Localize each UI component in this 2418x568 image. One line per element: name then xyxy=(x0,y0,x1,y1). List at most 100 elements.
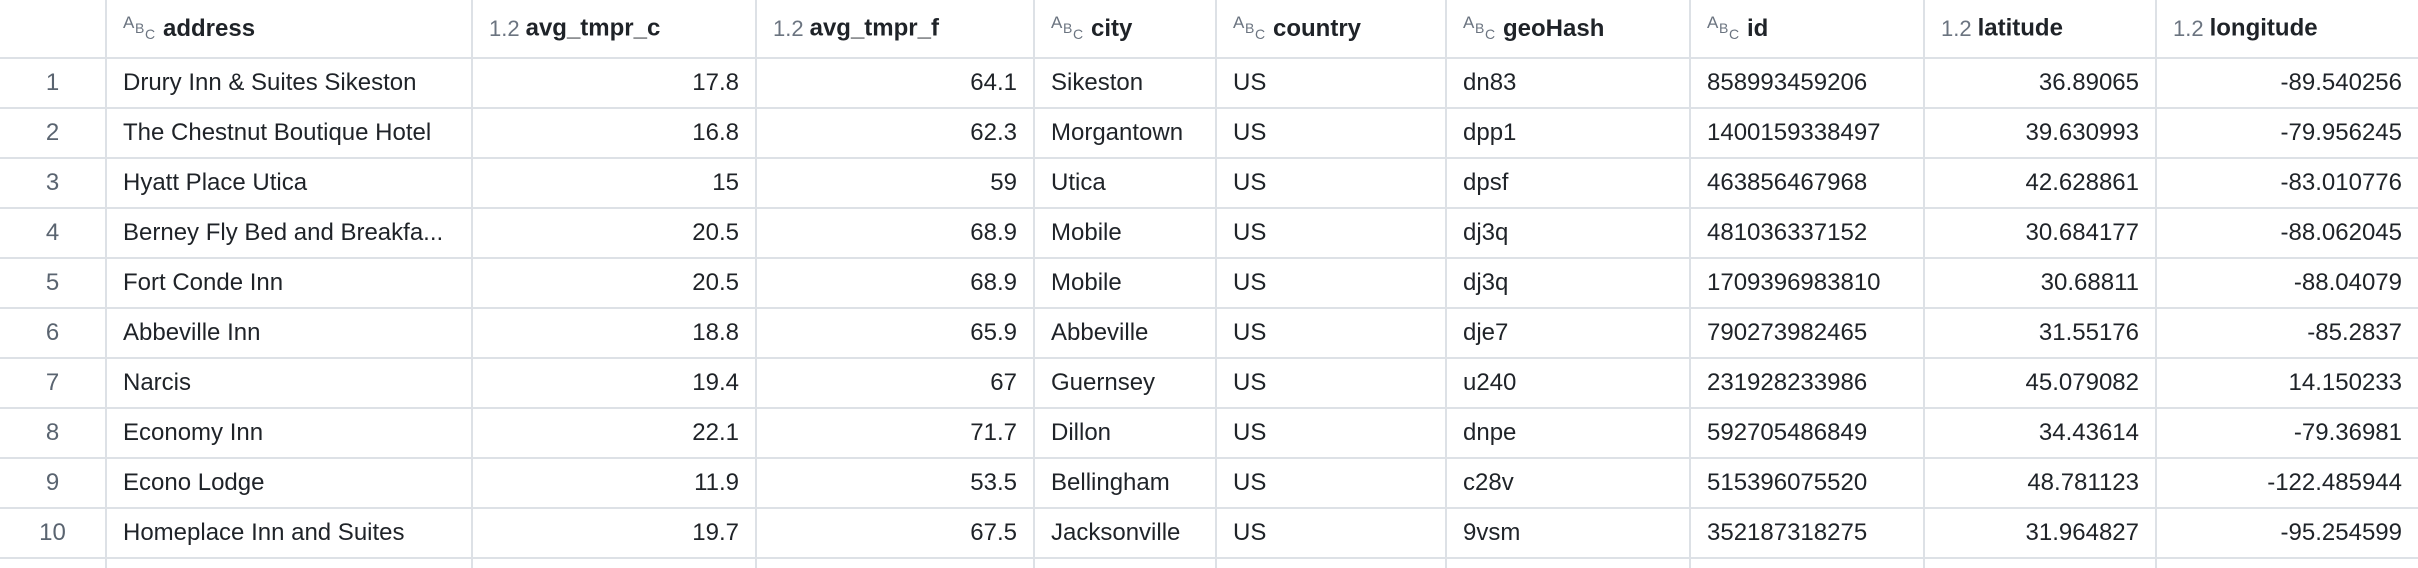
cell-city[interactable]: Sikeston xyxy=(1034,58,1217,109)
table-row[interactable]: 2 The Chestnut Boutique Hotel 16.8 62.3 Morg… xyxy=(0,108,2418,159)
cell-country[interactable]: US xyxy=(1216,508,1447,559)
cell-geoHash[interactable]: dpsf xyxy=(1446,158,1691,209)
cell-id[interactable]: 790273982465 xyxy=(1690,308,1925,359)
cell-latitude[interactable]: 36.89065 xyxy=(1924,58,2157,109)
table-row[interactable]: 1 Drury Inn & Suites Sikeston 17.8 64.1 Sike… xyxy=(0,58,2418,109)
cell-avg_tmpr_c[interactable]: 19.7 xyxy=(472,508,757,559)
cell-longitude[interactable]: 14.150233 xyxy=(2156,358,2418,409)
cell-geoHash[interactable]: dj3q xyxy=(1446,258,1691,309)
cell-longitude[interactable]: -89.540256 xyxy=(2156,58,2418,109)
cell-city[interactable]: Guernsey xyxy=(1034,358,1217,409)
cell-longitude[interactable]: -85.2837 xyxy=(2156,308,2418,359)
cell-id[interactable]: 515396075520 xyxy=(1690,458,1925,509)
cell-id[interactable]: 592705486849 xyxy=(1690,408,1925,459)
cell-latitude[interactable]: 39.630993 xyxy=(1924,108,2157,159)
table-row[interactable]: 8 Economy Inn 22.1 71.7 Dillon US dnpe 59270548… xyxy=(0,408,2418,459)
cell-geoHash[interactable]: u240 xyxy=(1446,358,1691,409)
table-row[interactable]: 4 Berney Fly Bed and Breakfa... 20.5 68.9 Mo… xyxy=(0,208,2418,259)
cell-city[interactable]: Bellingham xyxy=(1034,458,1217,509)
cell-address[interactable]: Abbeville Inn xyxy=(106,308,473,359)
cell-country[interactable]: US xyxy=(1216,308,1447,359)
cell-city[interactable]: Abbeville xyxy=(1034,308,1217,359)
cell-city[interactable]: Dillon xyxy=(1034,408,1217,459)
cell-city[interactable]: Mobile xyxy=(1034,258,1217,309)
cell-country[interactable]: US xyxy=(1216,108,1447,159)
cell-city[interactable]: Jacksonville xyxy=(1034,508,1217,559)
table-row[interactable]: 3 Hyatt Place Utica 15 59 Utica US dpsf 4638564… xyxy=(0,158,2418,209)
cell-geoHash[interactable]: dj3q xyxy=(1446,208,1691,259)
cell-address[interactable]: Economy Inn xyxy=(106,408,473,459)
cell-latitude[interactable]: 31.55176 xyxy=(1924,308,2157,359)
cell-avg_tmpr_c[interactable]: 20.5 xyxy=(472,258,757,309)
cell-id[interactable]: 858993459206 xyxy=(1690,58,1925,109)
cell-address[interactable]: Econo Lodge xyxy=(106,458,473,509)
cell-longitude[interactable]: -88.04079 xyxy=(2156,258,2418,309)
cell-country[interactable]: US xyxy=(1216,458,1447,509)
cell-avg_tmpr_c[interactable]: 17.8 xyxy=(472,58,757,109)
cell-geoHash[interactable]: c28v xyxy=(1446,458,1691,509)
cell-avg_tmpr_c[interactable]: 15 xyxy=(472,158,757,209)
column-header-avg_tmpr_f[interactable]: 1.2 avg_tmpr_f xyxy=(756,0,1035,59)
table-row[interactable]: 9 Econo Lodge 11.9 53.5 Bellingham US c28v 5153… xyxy=(0,458,2418,509)
cell-country[interactable]: US xyxy=(1216,58,1447,109)
cell-latitude[interactable]: 45.079082 xyxy=(1924,358,2157,409)
cell-country[interactable]: US xyxy=(1216,208,1447,259)
cell-city[interactable]: Utica xyxy=(1034,158,1217,209)
cell-geoHash[interactable]: dje7 xyxy=(1446,308,1691,359)
table-row[interactable]: 6 Abbeville Inn 18.8 65.9 Abbeville US dje7 790… xyxy=(0,308,2418,359)
cell-country[interactable]: US xyxy=(1216,158,1447,209)
cell-avg_tmpr_f[interactable]: 67.5 xyxy=(756,508,1035,559)
cell-avg_tmpr_f[interactable]: 71.7 xyxy=(756,408,1035,459)
cell-country[interactable]: US xyxy=(1216,358,1447,409)
cell-address[interactable]: The Chestnut Boutique Hotel xyxy=(106,108,473,159)
cell-latitude[interactable]: 30.68811 xyxy=(1924,258,2157,309)
cell-country[interactable]: US xyxy=(1216,408,1447,459)
table-row[interactable]: 10 Homeplace Inn and Suites 19.7 67.5 Jackso… xyxy=(0,508,2418,559)
column-header-latitude[interactable]: 1.2 latitude xyxy=(1924,0,2157,59)
cell-address[interactable]: Fort Conde Inn xyxy=(106,258,473,309)
cell-address[interactable]: Hyatt Place Utica xyxy=(106,158,473,209)
cell-id[interactable]: 231928233986 xyxy=(1690,358,1925,409)
cell-avg_tmpr_c[interactable]: 16.8 xyxy=(472,108,757,159)
cell-latitude[interactable]: 42.628861 xyxy=(1924,158,2157,209)
cell-country[interactable]: US xyxy=(1216,258,1447,309)
cell-avg_tmpr_c[interactable]: 18.8 xyxy=(472,308,757,359)
cell-avg_tmpr_f[interactable]: 68.9 xyxy=(756,208,1035,259)
cell-longitude[interactable]: -122.485944 xyxy=(2156,458,2418,509)
cell-id[interactable]: 463856467968 xyxy=(1690,158,1925,209)
cell-avg_tmpr_f[interactable]: 67 xyxy=(756,358,1035,409)
cell-latitude[interactable]: 48.781123 xyxy=(1924,458,2157,509)
cell-avg_tmpr_f[interactable]: 64.1 xyxy=(756,58,1035,109)
column-header-avg_tmpr_c[interactable]: 1.2 avg_tmpr_c xyxy=(472,0,757,59)
cell-address[interactable]: Drury Inn & Suites Sikeston xyxy=(106,58,473,109)
cell-avg_tmpr_f[interactable]: 53.5 xyxy=(756,458,1035,509)
cell-avg_tmpr_f[interactable]: 68.9 xyxy=(756,258,1035,309)
cell-id[interactable]: 1709396983810 xyxy=(1690,258,1925,309)
cell-address[interactable]: Berney Fly Bed and Breakfa... xyxy=(106,208,473,259)
cell-geoHash[interactable]: dnpe xyxy=(1446,408,1691,459)
cell-city[interactable]: Mobile xyxy=(1034,208,1217,259)
cell-longitude[interactable]: -88.062045 xyxy=(2156,208,2418,259)
cell-latitude[interactable]: 31.964827 xyxy=(1924,508,2157,559)
cell-id[interactable]: 1400159338497 xyxy=(1690,108,1925,159)
cell-latitude[interactable]: 30.684177 xyxy=(1924,208,2157,259)
cell-longitude[interactable]: -95.254599 xyxy=(2156,508,2418,559)
table-row[interactable]: 5 Fort Conde Inn 20.5 68.9 Mobile US dj3q 17093… xyxy=(0,258,2418,309)
cell-avg_tmpr_f[interactable]: 62.3 xyxy=(756,108,1035,159)
cell-avg_tmpr_f[interactable]: 59 xyxy=(756,158,1035,209)
cell-id[interactable]: 352187318275 xyxy=(1690,508,1925,559)
cell-avg_tmpr_c[interactable]: 20.5 xyxy=(472,208,757,259)
cell-avg_tmpr_c[interactable]: 11.9 xyxy=(472,458,757,509)
cell-geoHash[interactable]: dpp1 xyxy=(1446,108,1691,159)
column-header-longitude[interactable]: 1.2 longitude xyxy=(2156,0,2418,59)
cell-longitude[interactable]: -79.36981 xyxy=(2156,408,2418,459)
cell-id[interactable]: 481036337152 xyxy=(1690,208,1925,259)
table-row[interactable]: 7 Narcis 19.4 67 Guernsey US u240 231928233986 4… xyxy=(0,358,2418,409)
cell-address[interactable]: Narcis xyxy=(106,358,473,409)
cell-geoHash[interactable]: dn83 xyxy=(1446,58,1691,109)
